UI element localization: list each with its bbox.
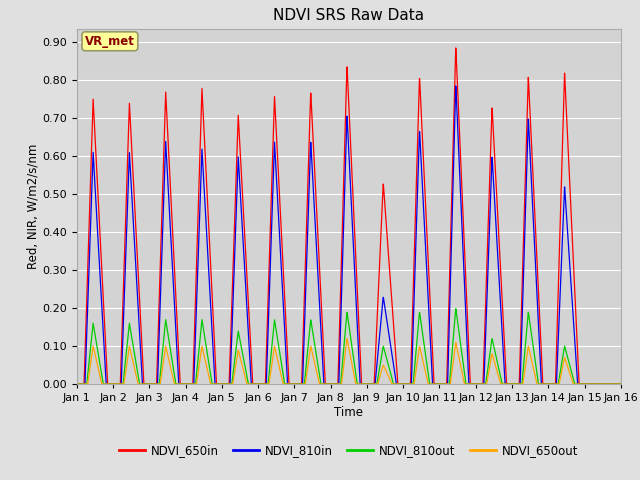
Title: NDVI SRS Raw Data: NDVI SRS Raw Data xyxy=(273,9,424,24)
Legend: NDVI_650in, NDVI_810in, NDVI_810out, NDVI_650out: NDVI_650in, NDVI_810in, NDVI_810out, NDV… xyxy=(115,440,583,462)
X-axis label: Time: Time xyxy=(334,406,364,419)
Text: VR_met: VR_met xyxy=(85,35,135,48)
Y-axis label: Red, NIR, W/m2/s/nm: Red, NIR, W/m2/s/nm xyxy=(26,144,40,269)
